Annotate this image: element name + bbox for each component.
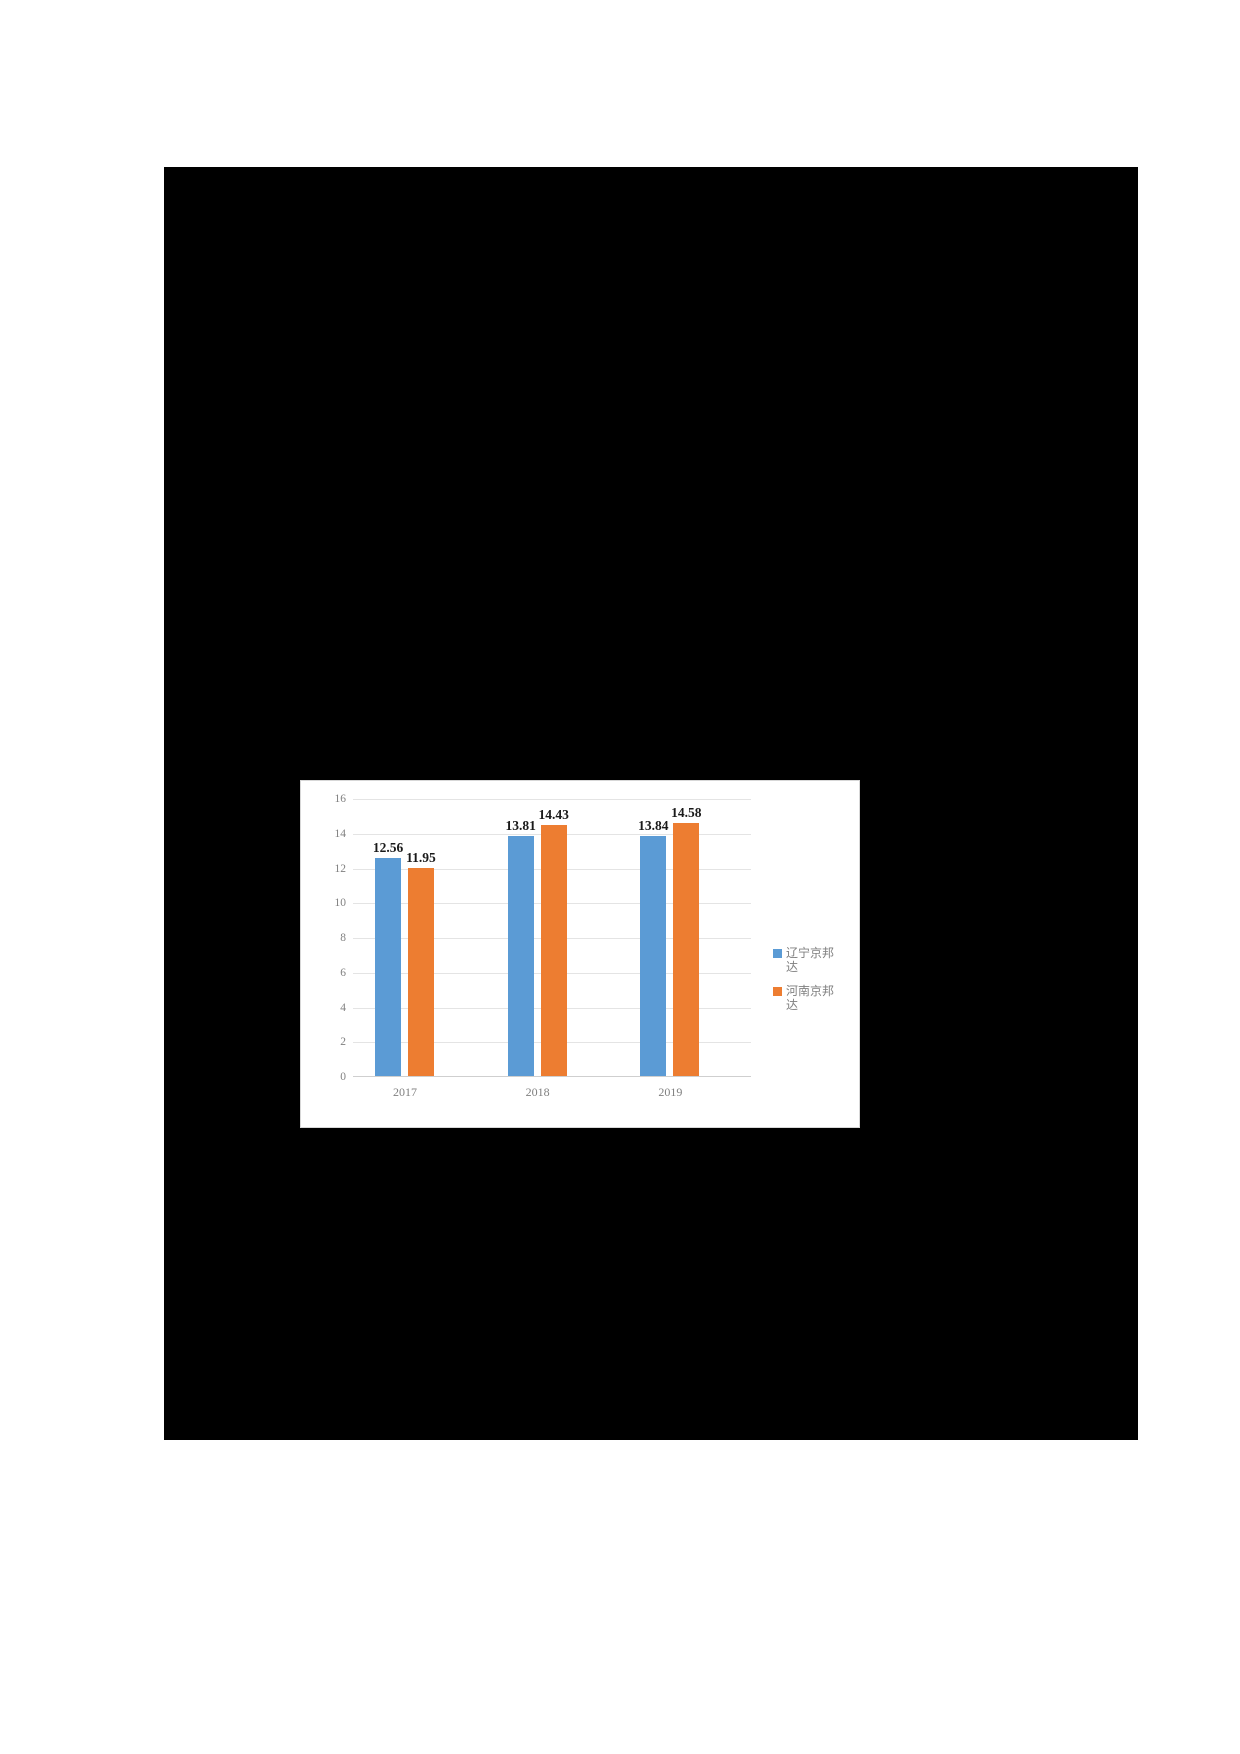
x-axis-tick-label: 2019 — [658, 1085, 683, 1099]
y-axis-tick-label: 12 — [334, 862, 347, 875]
bar-series-0[interactable]: 12.56 — [373, 840, 403, 1076]
bar-series-1[interactable]: 14.43 — [538, 807, 569, 1076]
bar-series-1[interactable]: 11.95 — [406, 850, 436, 1076]
y-axis-tick-label: 2 — [340, 1036, 346, 1049]
bar-series-0[interactable]: 13.81 — [505, 818, 536, 1076]
chart-legend: 辽宁京邦达 河南京邦达 — [773, 946, 853, 1022]
y-axis-tick-label: 14 — [334, 827, 347, 840]
chart-figure: 0 2 4 6 8 10 12 14 16 12.56 11.95 2017 13.81 14.43 201… — [300, 780, 860, 1128]
bar-value-label: 12.56 — [372, 839, 404, 855]
y-axis-tick-label: 4 — [340, 1001, 346, 1014]
bar-group: 12.56 11.95 2017 — [373, 799, 508, 1099]
y-axis-tick-label: 0 — [340, 1071, 346, 1083]
bar-value-label: 11.95 — [406, 850, 436, 866]
bar-series-1[interactable]: 14.58 — [671, 805, 702, 1076]
bar-value-label: 14.43 — [538, 807, 569, 823]
bar-value-label: 13.84 — [638, 817, 669, 833]
gridline — [353, 799, 751, 800]
legend-label-series-1: 河南京邦达 — [786, 984, 835, 1012]
x-axis-tick-label: 2017 — [393, 1085, 417, 1099]
bar-series-0[interactable]: 13.84 — [638, 818, 669, 1076]
bar-value-label: 13.81 — [505, 818, 536, 834]
legend-label-series-0: 辽宁京邦达 — [786, 946, 835, 974]
y-axis-tick-label: 8 — [340, 932, 346, 944]
x-axis-tick-label: 2018 — [525, 1085, 550, 1099]
y-axis-tick-label: 16 — [334, 793, 347, 805]
x-axis-line — [353, 1076, 751, 1077]
legend-swatch-icon-series-1 — [773, 987, 782, 996]
chart-plot-area: 0 2 4 6 8 10 12 14 16 12.56 11.95 2017 13.81 14.43 201… — [335, 793, 751, 1099]
y-axis-tick-label: 10 — [334, 897, 347, 910]
y-axis-tick-label: 6 — [340, 966, 346, 979]
legend-item-series-0[interactable]: 辽宁京邦达 — [773, 946, 853, 974]
legend-swatch-icon-series-0 — [773, 949, 782, 958]
chart-card: 0 2 4 6 8 10 12 14 16 12.56 11.95 2017 13.81 14.43 201… — [300, 780, 860, 1128]
bar-group: 13.81 14.43 2018 — [505, 799, 641, 1099]
legend-item-series-1[interactable]: 河南京邦达 — [773, 984, 853, 1012]
bar-value-label: 14.58 — [671, 804, 702, 820]
bar-group: 13.84 14.58 2019 — [638, 799, 773, 1099]
